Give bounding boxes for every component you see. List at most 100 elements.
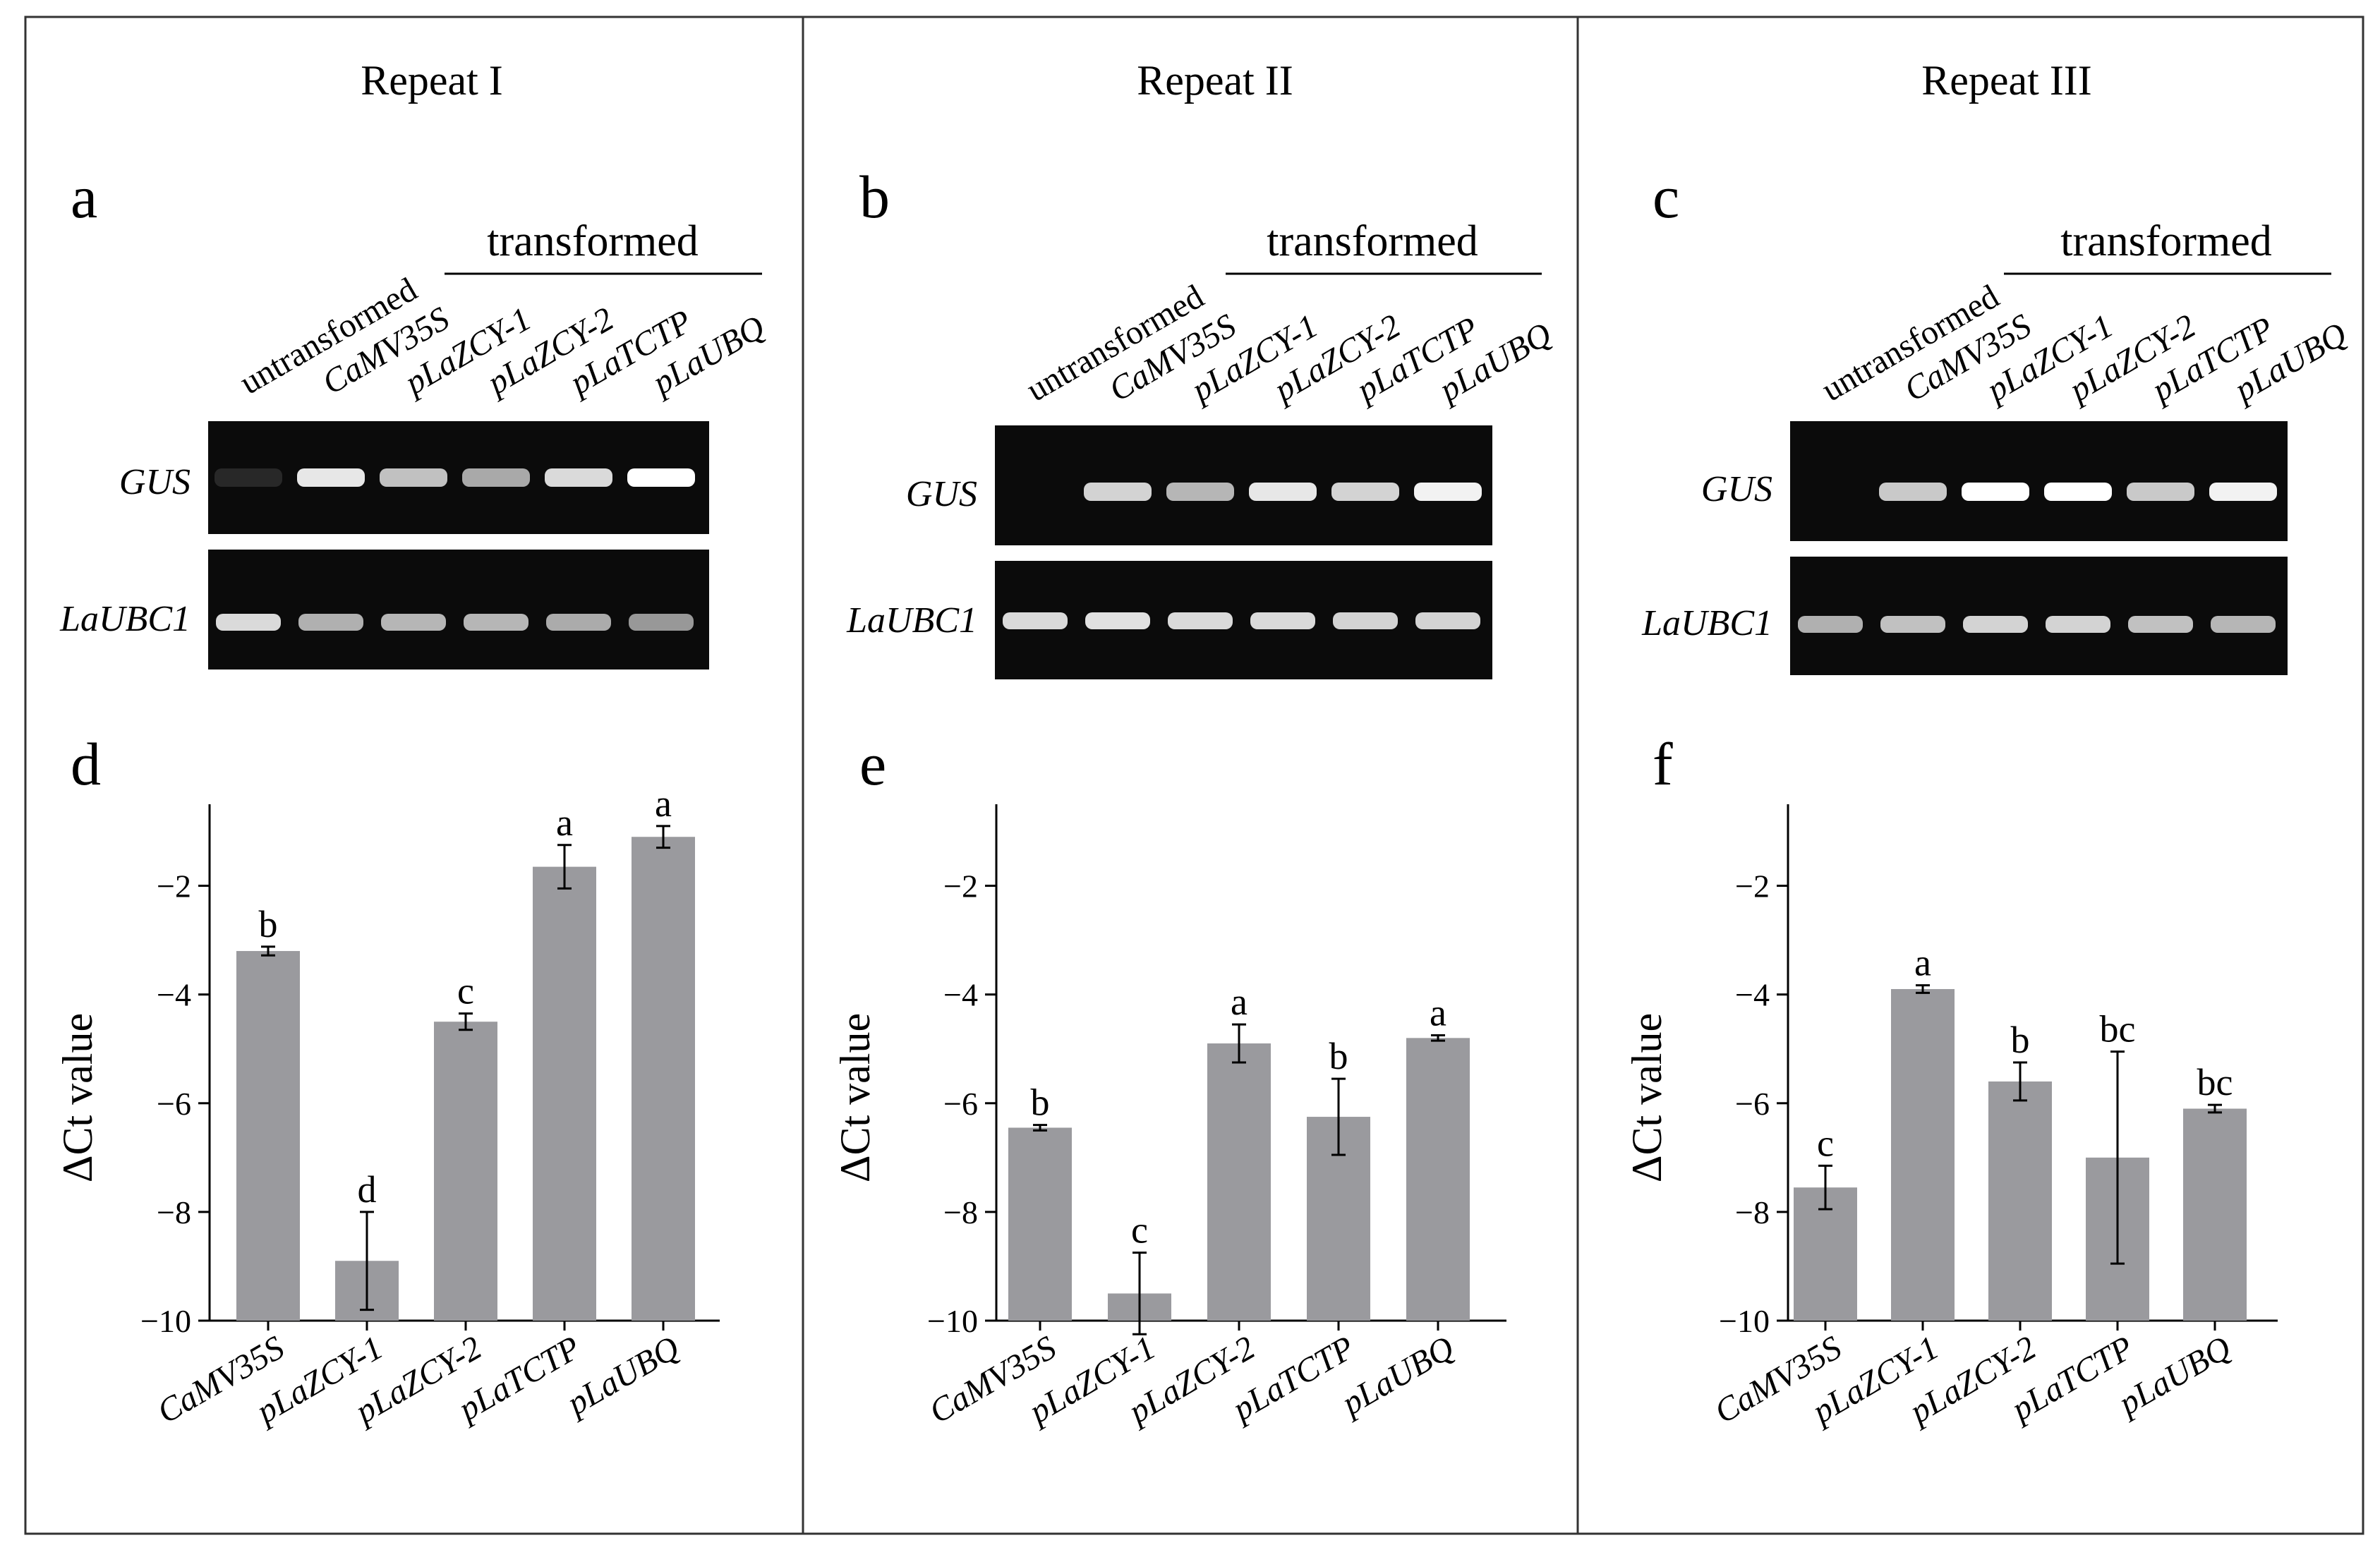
gel-band: [546, 614, 611, 631]
bar: [1988, 1081, 2052, 1321]
significance-letter: b: [1329, 1035, 1348, 1077]
significance-letter: bc: [2100, 1008, 2136, 1050]
gel-panel-b: transformeduntransformedCaMV35SpLaZCY-1p…: [846, 217, 1558, 679]
significance-letter: b: [2011, 1019, 2030, 1061]
significance-letter: a: [1430, 991, 1446, 1034]
significance-letter: bc: [2197, 1061, 2233, 1103]
gel-band: [462, 468, 530, 487]
bar: [1008, 1127, 1072, 1321]
panel-label-gel: c: [1653, 163, 1679, 231]
gel-band: [1084, 483, 1152, 501]
gel-image-laubc1: [995, 561, 1492, 679]
y-tick-label: −10: [927, 1303, 978, 1339]
column-title: Repeat II: [1137, 57, 1293, 104]
gel-band: [1963, 616, 2028, 633]
significance-letter: a: [1231, 981, 1248, 1023]
gel-band: [1333, 612, 1398, 629]
gel-band: [1249, 483, 1317, 501]
gel-panel-c: transformeduntransformedCaMV35SpLaZCY-1p…: [1641, 217, 2353, 675]
gel-image-gus: [995, 425, 1492, 545]
gel-band: [381, 614, 446, 631]
gel-band: [1415, 612, 1480, 629]
gel-band: [629, 614, 694, 631]
gel-band: [1250, 612, 1315, 629]
y-tick-label: −8: [1735, 1194, 1770, 1230]
y-tick-label: −4: [943, 977, 978, 1013]
x-tick-label: pLaUBQ: [559, 1329, 685, 1424]
y-tick-label: −2: [157, 868, 191, 904]
group-label: transformed: [1267, 217, 1478, 265]
gel-band: [298, 614, 363, 631]
gel-band: [297, 468, 365, 487]
y-tick-label: −4: [1735, 977, 1770, 1013]
row-label-gus: GUS: [1701, 469, 1772, 509]
gel-band: [464, 614, 528, 631]
gel-image-laubc1: [208, 550, 709, 670]
gel-band: [2209, 483, 2277, 501]
bar: [2183, 1108, 2247, 1321]
significance-letter: b: [259, 903, 278, 945]
panel-label-chart: e: [859, 730, 886, 798]
column-repeat-3: Repeat III c f transformeduntransformedC…: [1624, 57, 2353, 1431]
y-tick-label: −6: [943, 1086, 978, 1122]
bar: [1406, 1038, 1470, 1321]
y-tick-label: −6: [157, 1086, 191, 1122]
panel-label-gel: b: [859, 163, 890, 231]
figure-border: [24, 16, 2364, 1535]
significance-letter: c: [1131, 1209, 1148, 1252]
gel-band: [1168, 612, 1233, 629]
x-tick-label: pLaUBQ: [2110, 1329, 2237, 1424]
row-label-laubc1: LaUBC1: [846, 600, 977, 641]
column-title: Repeat III: [1921, 57, 2092, 104]
column-repeat-2: Repeat II b e transformeduntransformedCa…: [832, 57, 1558, 1431]
significance-letter: d: [358, 1168, 377, 1211]
bar: [1891, 988, 1955, 1321]
gel-band: [2211, 616, 2276, 633]
gel-band: [1414, 483, 1482, 501]
gel-band: [1962, 483, 2029, 501]
bar: [632, 837, 695, 1321]
significance-letter: c: [457, 970, 474, 1012]
y-tick-label: −10: [140, 1303, 191, 1339]
significance-letter: b: [1031, 1082, 1050, 1124]
group-label: transformed: [2060, 217, 2272, 265]
gel-band: [545, 468, 612, 487]
column-repeat-1: Repeat I a d transformeduntransformedCaM…: [54, 57, 771, 1431]
gel-band: [1331, 483, 1399, 501]
gel-panel-a: transformeduntransformedCaMV35SpLaZCY-1p…: [59, 217, 771, 670]
gel-band: [1798, 616, 1863, 633]
group-label: transformed: [487, 217, 699, 265]
significance-letter: a: [1914, 942, 1931, 984]
gel-band: [215, 468, 282, 487]
gel-band: [627, 468, 695, 487]
gel-image-gus: [208, 421, 709, 534]
gel-image-gus: [1790, 421, 2288, 541]
row-label-gus: GUS: [119, 462, 191, 502]
y-tick-label: −10: [1719, 1303, 1770, 1339]
significance-letter: a: [556, 801, 573, 844]
gel-band: [1085, 612, 1150, 629]
gel-band: [1003, 612, 1068, 629]
row-label-gus: GUS: [906, 474, 977, 514]
gel-band: [2044, 483, 2112, 501]
y-tick-label: −4: [157, 977, 191, 1013]
bar: [1207, 1043, 1271, 1321]
significance-letter: a: [655, 782, 672, 825]
y-axis-label: ΔCt value: [1624, 1013, 1670, 1182]
bar: [236, 951, 300, 1321]
panel-label-chart: f: [1653, 730, 1673, 798]
x-tick-label: pLaUBQ: [1334, 1329, 1460, 1424]
row-label-laubc1: LaUBC1: [59, 599, 191, 639]
gel-band: [2127, 483, 2194, 501]
column-title: Repeat I: [361, 57, 503, 104]
y-tick-label: −2: [1735, 868, 1770, 904]
row-label-laubc1: LaUBC1: [1641, 603, 1772, 643]
panel-label-gel: a: [71, 163, 97, 231]
y-tick-label: −6: [1735, 1086, 1770, 1122]
gel-band: [1166, 483, 1234, 501]
y-tick-label: −8: [157, 1194, 191, 1230]
gel-band: [1880, 616, 1945, 633]
